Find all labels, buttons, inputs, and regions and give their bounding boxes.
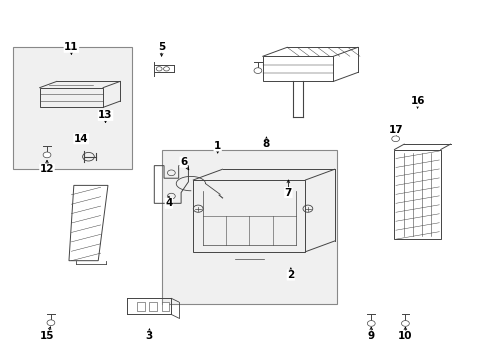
- Text: 2: 2: [286, 270, 294, 280]
- Text: 6: 6: [180, 157, 187, 167]
- Text: 7: 7: [284, 188, 291, 198]
- Text: 9: 9: [367, 331, 374, 341]
- Circle shape: [253, 68, 261, 73]
- Circle shape: [43, 152, 51, 158]
- Circle shape: [391, 136, 399, 141]
- FancyBboxPatch shape: [137, 302, 144, 311]
- Text: 14: 14: [74, 134, 88, 144]
- Text: 15: 15: [40, 331, 54, 341]
- Text: 4: 4: [165, 198, 172, 208]
- Text: 10: 10: [397, 331, 412, 341]
- Text: 16: 16: [409, 96, 424, 106]
- Text: 12: 12: [40, 164, 54, 174]
- FancyBboxPatch shape: [161, 302, 168, 311]
- Circle shape: [47, 320, 55, 325]
- Text: 17: 17: [387, 125, 402, 135]
- Text: 13: 13: [98, 111, 113, 121]
- Text: 3: 3: [145, 331, 153, 341]
- Circle shape: [401, 320, 408, 326]
- Text: 11: 11: [64, 42, 79, 52]
- Text: 1: 1: [214, 141, 221, 151]
- Text: 8: 8: [262, 139, 269, 149]
- FancyBboxPatch shape: [149, 302, 157, 311]
- FancyBboxPatch shape: [13, 47, 132, 169]
- FancyBboxPatch shape: [161, 149, 336, 304]
- Circle shape: [366, 320, 374, 326]
- Text: 5: 5: [158, 42, 165, 52]
